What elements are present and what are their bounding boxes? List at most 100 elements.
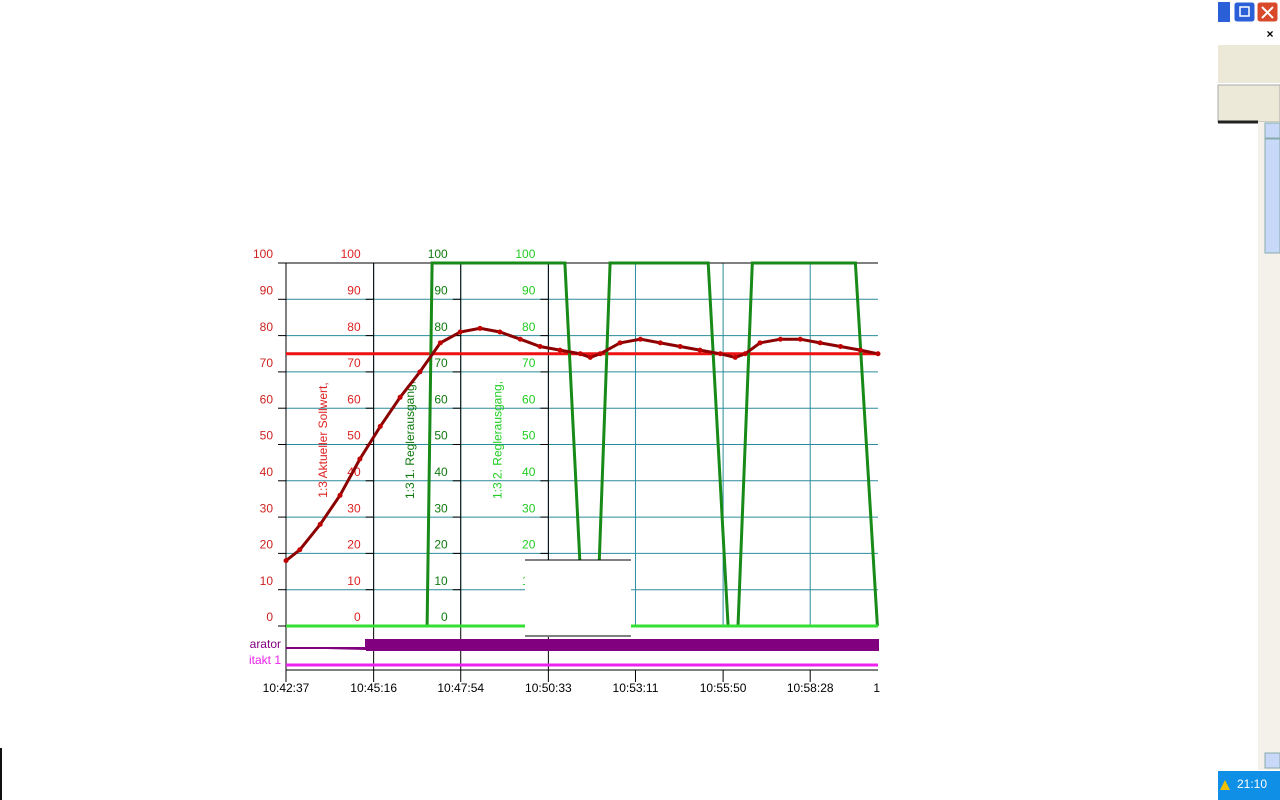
- x-tick-label: 1: [873, 681, 880, 695]
- close-icon: [1261, 6, 1274, 19]
- y-tick-label: 30: [434, 501, 448, 515]
- data-point: [557, 347, 563, 353]
- data-point: [742, 351, 748, 357]
- clock: 21:10: [1237, 777, 1267, 791]
- data-point: [777, 336, 783, 342]
- inner-close[interactable]: ×: [1266, 27, 1273, 41]
- toolbar: [1218, 45, 1280, 83]
- data-point: [577, 351, 583, 357]
- y-tick-label: 30: [260, 501, 274, 515]
- data-point: [677, 343, 683, 349]
- digital-trace: [286, 639, 879, 651]
- channel-label: itakt 1: [249, 653, 281, 667]
- taskbar-edge: [0, 748, 2, 800]
- data-point: [397, 394, 403, 400]
- data-point: [357, 456, 363, 462]
- data-point: [857, 347, 863, 353]
- y-tick-label: 60: [260, 392, 274, 406]
- data-point: [797, 336, 803, 342]
- data-point: [597, 351, 603, 357]
- y-tick-label: 80: [434, 320, 448, 334]
- y-tick-label: 30: [347, 501, 361, 515]
- y-tick-label: 70: [347, 356, 361, 370]
- data-point: [757, 340, 763, 346]
- y-tick-label: 70: [434, 356, 448, 370]
- x-tick-label: 10:55:50: [700, 681, 747, 695]
- y-tick-label: 90: [522, 283, 536, 297]
- scroll-thumb[interactable]: [1264, 138, 1280, 254]
- panel: [1218, 122, 1258, 770]
- y-tick-label: 50: [434, 429, 448, 443]
- data-point: [477, 325, 483, 331]
- y-tick-label: 0: [354, 610, 361, 624]
- restore-icon: [1239, 6, 1250, 17]
- y-tick-label: 40: [522, 465, 536, 479]
- x-tick-label: 10:47:54: [437, 681, 484, 695]
- y-tick-label: 60: [522, 392, 536, 406]
- y-axis-label: 1:3 Aktueller Sollwert,: [316, 382, 330, 497]
- scroll-down[interactable]: [1264, 752, 1280, 769]
- y-tick-label: 10: [347, 574, 361, 588]
- y-tick-label: 20: [434, 538, 448, 552]
- y-axis-label: 1:3 1. Reglerausgang,: [403, 381, 417, 499]
- data-point: [875, 351, 881, 357]
- y-tick-label: 70: [522, 356, 536, 370]
- scrollbar[interactable]: [1258, 122, 1280, 770]
- y-tick-label: 90: [260, 283, 274, 297]
- y-tick-label: 90: [347, 283, 361, 297]
- data-point: [537, 343, 543, 349]
- data-point: [657, 340, 663, 346]
- restore-button[interactable]: [1233, 1, 1256, 23]
- y-tick-label: 90: [434, 283, 448, 297]
- y-tick-label: 50: [347, 429, 361, 443]
- y-tick-label: 20: [522, 538, 536, 552]
- y-tick-label: 80: [522, 320, 536, 334]
- y-tick-label: 70: [260, 356, 274, 370]
- channel-label: arator: [250, 637, 281, 651]
- y-tick-label: 60: [347, 392, 361, 406]
- y-tick-label: 100: [253, 247, 273, 261]
- y-tick-label: 100: [341, 247, 361, 261]
- data-point: [337, 492, 343, 498]
- data-point: [732, 354, 738, 360]
- y-tick-label: 0: [266, 610, 273, 624]
- x-tick-label: 10:50:33: [525, 681, 572, 695]
- y-tick-label: 10: [434, 574, 448, 588]
- y-tick-label: 60: [434, 392, 448, 406]
- y-tick-label: 100: [428, 247, 448, 261]
- data-point: [297, 547, 303, 553]
- series-line: [286, 261, 879, 628]
- tooltip-box: [525, 560, 631, 637]
- x-tick-label: 10:45:16: [350, 681, 397, 695]
- data-point: [717, 351, 723, 357]
- data-point: [317, 521, 323, 527]
- scroll-up[interactable]: [1264, 122, 1280, 139]
- x-tick-label: 10:53:11: [613, 681, 659, 695]
- data-point: [437, 340, 443, 346]
- y-tick-label: 20: [347, 538, 361, 552]
- data-point: [457, 329, 463, 335]
- y-tick-label: 0: [441, 610, 448, 624]
- tray-icon[interactable]: [1220, 780, 1230, 790]
- y-tick-label: 40: [260, 465, 274, 479]
- y-tick-label: 10: [260, 574, 274, 588]
- y-tick-label: 20: [260, 538, 274, 552]
- minimize-button[interactable]: [1218, 2, 1230, 22]
- data-point: [587, 354, 593, 360]
- toolbar: [1217, 84, 1280, 123]
- y-tick-label: 50: [260, 429, 274, 443]
- data-point: [517, 336, 523, 342]
- y-tick-label: 100: [515, 247, 535, 261]
- data-point: [617, 340, 623, 346]
- data-point: [377, 423, 383, 429]
- x-tick-label: 10:58:28: [787, 681, 834, 695]
- y-tick-label: 30: [522, 501, 536, 515]
- data-point: [283, 558, 289, 564]
- y-tick-label: 50: [522, 429, 536, 443]
- data-point: [497, 329, 503, 335]
- y-tick-label: 40: [434, 465, 448, 479]
- data-point: [838, 343, 844, 349]
- y-tick-label: 80: [260, 320, 274, 334]
